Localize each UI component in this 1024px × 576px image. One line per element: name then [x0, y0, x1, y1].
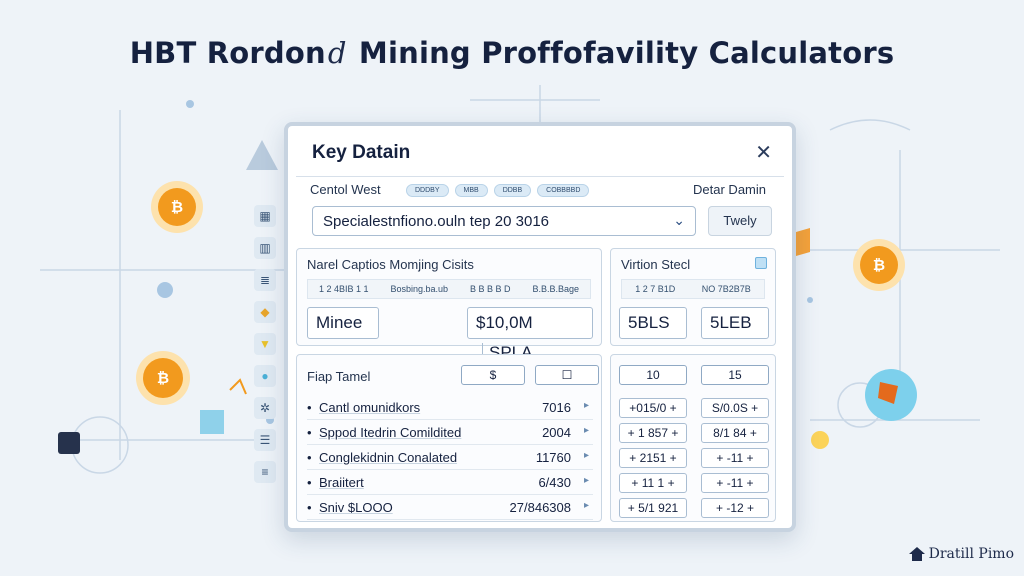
value-field[interactable]: 5BLS — [619, 307, 687, 339]
detail-label: Detar Damin — [693, 182, 766, 197]
panel-title: Narel Captios Momjing Cisits — [307, 257, 474, 272]
coin-icon: ₿ — [158, 188, 196, 226]
brand-name: Dratill Pimo — [928, 546, 1014, 562]
list-item[interactable]: • Cantl omunidkors 7016 ▸ — [307, 395, 593, 420]
side-toolbar: ▦ ▥ ≣ ◆ ▼ ● ✲ ☰ ≡ — [254, 205, 282, 525]
cost-value: $10,0M — [476, 313, 533, 332]
grid-icon[interactable]: ▦ — [254, 205, 276, 227]
filter-chip[interactable]: DDDBY — [406, 184, 449, 197]
filter-chip[interactable]: MBB — [454, 184, 488, 197]
table-label: Fiap Tamel — [307, 369, 371, 384]
divider — [296, 176, 784, 177]
cost-field[interactable]: $10,0M SPLA — [467, 307, 593, 362]
header-cell: B B B B D — [469, 284, 511, 294]
page-title: HBT Rordond Mining Proffofavility Calcul… — [129, 36, 895, 70]
table-row: + 5/1 921 + -12 + — [619, 495, 769, 520]
panel-title: Virtion Stecl — [621, 257, 691, 272]
stepper-cell[interactable]: + 1 857 + — [619, 423, 687, 443]
stepper-cell[interactable]: S/0.0S + — [701, 398, 769, 418]
table-row: + 11 1 + + -11 + — [619, 470, 769, 495]
column-header[interactable]: 15 — [701, 365, 769, 385]
dialog-title: Key Datain — [312, 142, 411, 163]
stepper-cell[interactable]: + 11 1 + — [619, 473, 687, 493]
side-list: +015/0 + S/0.0S + + 1 857 + 8/1 84 + + 215… — [619, 395, 769, 520]
header-cell: 1 2 4BIB 1 1 — [318, 284, 369, 294]
filter-chips: DDDBY MBB DDBB COBBBBD — [406, 184, 590, 197]
stepper-cell[interactable]: + 5/1 921 — [619, 498, 687, 518]
header-cell: NO 7B2B7B — [701, 284, 751, 294]
version-panel: Virtion Stecl 1 2 7 B1D NO 7B2B7B 5BLS 5… — [610, 248, 776, 346]
filter-chip[interactable]: COBBBBD — [537, 184, 590, 197]
settings-icon[interactable]: ✲ — [254, 397, 276, 419]
chevron-down-icon[interactable]: ⌄ — [673, 212, 685, 228]
period-select[interactable]: Specialestnfiono.ouln tep 20 3016 ⌄ — [312, 206, 696, 236]
currency-header[interactable]: $ — [461, 365, 525, 385]
header-cell: Bosbing.ba.ub — [390, 284, 449, 294]
list-item[interactable]: • Sppod Itedrin Comildited 2004 ▸ — [307, 420, 593, 445]
list-icon[interactable]: ☰ — [254, 429, 276, 451]
stepper-cell[interactable]: + -11 + — [701, 473, 769, 493]
brand-watermark: Dratill Pimo — [908, 546, 1014, 562]
panel-header-row: 1 2 4BIB 1 1 Bosbing.ba.ub B B B B D B.B… — [307, 279, 591, 299]
stepper-cell[interactable]: 8/1 84 + — [701, 423, 769, 443]
list-item[interactable]: • Sniv $LOOO 27/846308 ▸ — [307, 495, 593, 520]
results-table: Fiap Tamel $ ☐ • Cantl omunidkors 7016 ▸ • S… — [296, 354, 602, 522]
list-item[interactable]: • Conglekidnin Conalated 11760 ▸ — [307, 445, 593, 470]
toggle-header[interactable]: ☐ — [535, 365, 599, 385]
close-icon[interactable]: ✕ — [755, 142, 772, 164]
chart-icon[interactable]: ▥ — [254, 237, 276, 259]
filter-label: Centol West — [310, 182, 381, 197]
results-side-table: 10 15 +015/0 + S/0.0S + + 1 857 + 8/1 84 +… — [610, 354, 776, 522]
shield-icon[interactable]: ▼ — [254, 333, 276, 355]
key-data-dialog: Key Datain ✕ Centol West DDDBY MBB DDBB … — [284, 122, 796, 532]
list-item[interactable]: • Braiitert 6/430 ▸ — [307, 470, 593, 495]
table-row: + 1 857 + 8/1 84 + — [619, 420, 769, 445]
select-value: Specialestnfiono.ouln tep 20 3016 — [323, 213, 550, 230]
value-field[interactable]: 5LEB — [701, 307, 769, 339]
coin-icon: ₿ — [143, 358, 183, 398]
stepper-cell[interactable]: + -12 + — [701, 498, 769, 518]
filter-chip[interactable]: DDBB — [493, 184, 532, 197]
table-row: +015/0 + S/0.0S + — [619, 395, 769, 420]
stepper-cell[interactable]: +015/0 + — [619, 398, 687, 418]
folder-icon[interactable]: ◆ — [254, 301, 276, 323]
stepper-cell[interactable]: + 2151 + — [619, 448, 687, 468]
house-icon — [908, 547, 925, 561]
filter-row: Centol West DDDBY MBB DDBB COBBBBD Detar… — [310, 182, 774, 202]
results-list: • Cantl omunidkors 7016 ▸ • Sppod Itedrin Co… — [307, 395, 593, 520]
header-cell: 1 2 7 B1D — [635, 284, 676, 294]
info-icon[interactable] — [755, 257, 767, 269]
column-header[interactable]: 10 — [619, 365, 687, 385]
panel-header-row: 1 2 7 B1D NO 7B2B7B — [621, 279, 765, 299]
mining-costs-panel: Narel Captios Momjing Cisits 1 2 4BIB 1 … — [296, 248, 602, 362]
table-row: + 2151 + + -11 + — [619, 445, 769, 470]
twely-button[interactable]: Twely — [708, 206, 772, 236]
miner-field[interactable]: Minee — [307, 307, 379, 339]
coin-icon: ₿ — [860, 246, 898, 284]
stepper-cell[interactable]: + -11 + — [701, 448, 769, 468]
server-icon[interactable]: ≣ — [254, 269, 276, 291]
menu-icon[interactable]: ≡ — [254, 461, 276, 483]
header-cell: B.B.B.Bage — [532, 284, 579, 294]
drop-icon[interactable]: ● — [254, 365, 276, 387]
